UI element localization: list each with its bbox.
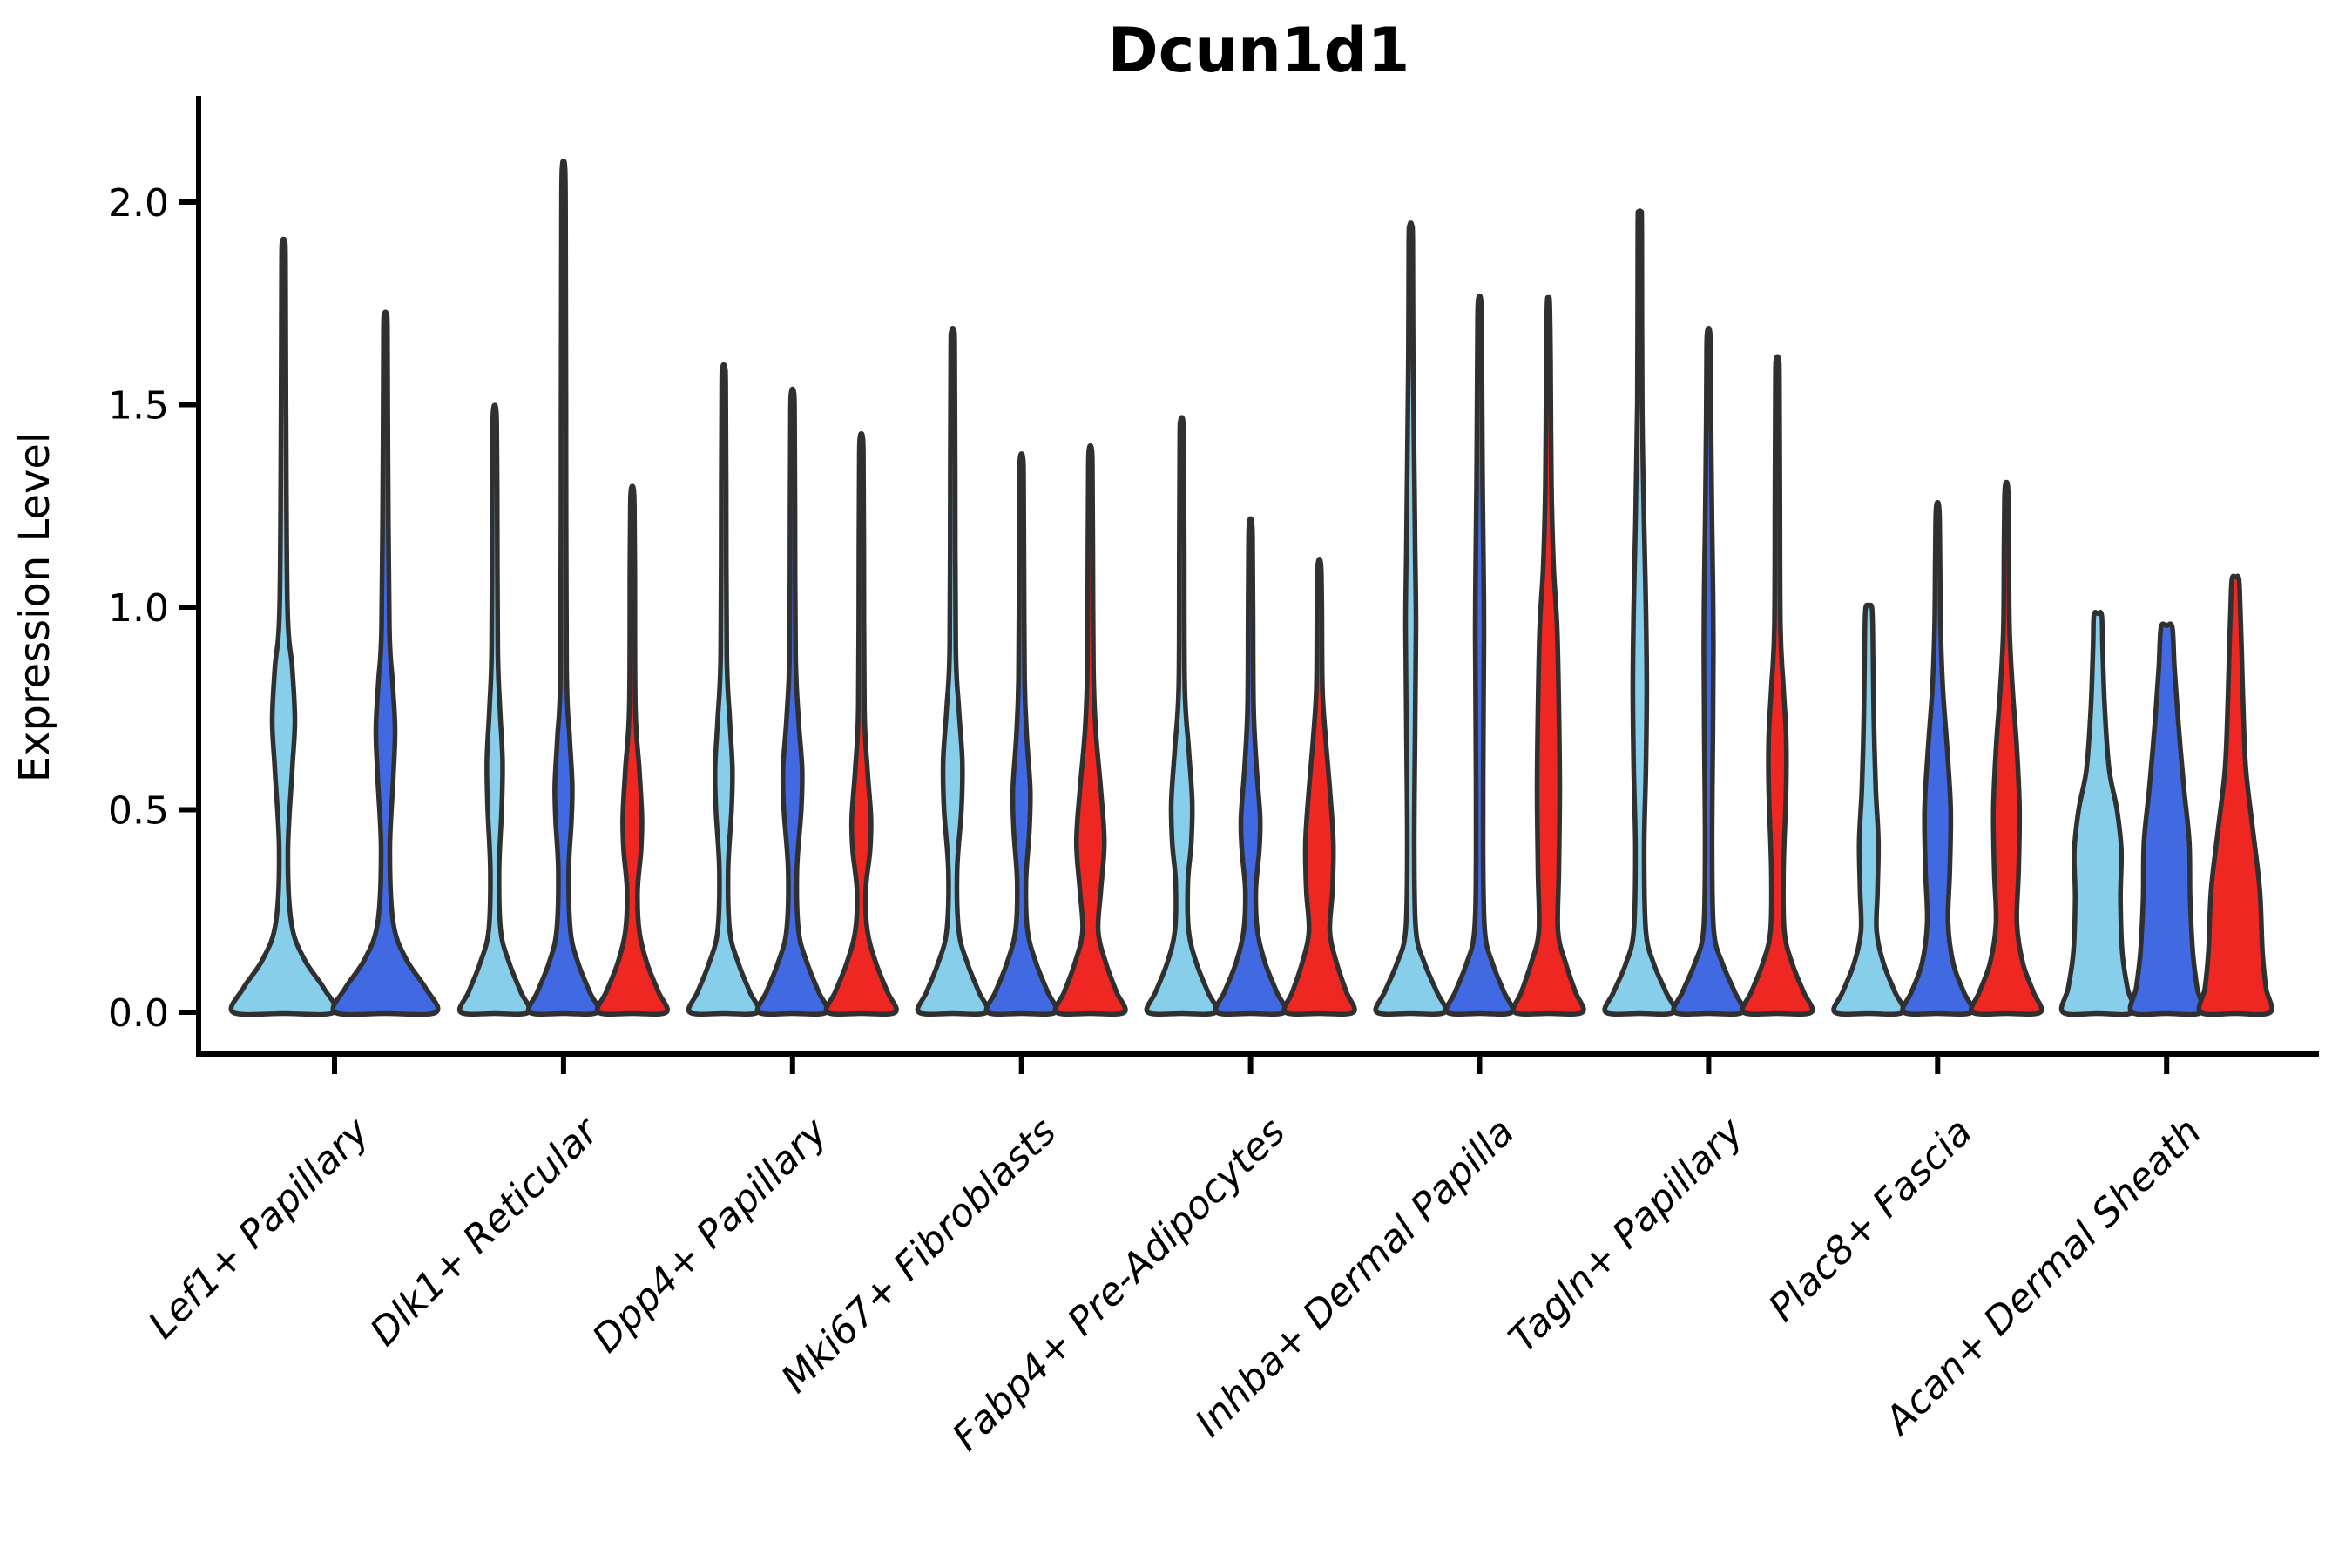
violin-mki67-light_blue — [915, 326, 990, 1017]
violins — [228, 159, 2274, 1017]
violin-dlk1-royal_blue — [525, 159, 601, 1017]
violin-acan-royal_blue — [2127, 621, 2206, 1017]
violin-fabp4-royal_blue — [1213, 516, 1288, 1017]
violin-acan-light_blue — [2058, 610, 2137, 1017]
violin-lef1-royal_blue — [330, 309, 441, 1017]
violin-lef1-light_blue — [228, 236, 339, 1017]
x-tick-label: Dlk1+ Reticular — [362, 1108, 608, 1355]
violin-acan-red — [2196, 573, 2274, 1017]
x-tick-label: Lef1+ Papillary — [140, 1109, 379, 1348]
x-tick-label: Dpp4+ Papillary — [585, 1109, 837, 1362]
violin-mki67-red — [1052, 443, 1128, 1017]
y-tick-label: 2.0 — [108, 181, 169, 226]
chart-title: Dcun1d1 — [1108, 15, 1410, 86]
violin-mki67-royal_blue — [983, 451, 1059, 1017]
y-tick-label: 0.5 — [108, 789, 169, 834]
violin-plac8-light_blue — [1831, 602, 1907, 1017]
y-axis-label: Expression Level — [10, 432, 59, 783]
violin-tagln-red — [1740, 354, 1815, 1017]
violin-dpp4-light_blue — [686, 362, 761, 1017]
violin-dpp4-royal_blue — [754, 386, 830, 1017]
y-tick-label: 0.0 — [108, 991, 169, 1036]
violin-plac8-royal_blue — [1900, 500, 1976, 1017]
violin-tagln-royal_blue — [1671, 326, 1747, 1017]
violin-fabp4-red — [1281, 557, 1357, 1017]
y-axis-ticks: 0.0 0.5 1.0 1.5 2.0 — [108, 181, 199, 1036]
x-tick-label: Plac8+ Fascia — [1761, 1110, 1981, 1330]
violin-tagln-light_blue — [1602, 208, 1678, 1017]
violin-inhba-red — [1511, 294, 1586, 1017]
violin-dlk1-red — [594, 483, 670, 1017]
violin-dlk1-light_blue — [456, 402, 532, 1017]
violin-dpp4-red — [823, 430, 899, 1017]
y-tick-label: 1.5 — [108, 384, 169, 429]
y-tick-label: 1.0 — [108, 586, 169, 631]
violin-fabp4-light_blue — [1144, 415, 1220, 1017]
violin-plac8-red — [1969, 479, 2044, 1017]
x-tick-label: Tagln+ Papillary — [1500, 1109, 1752, 1361]
violin-inhba-royal_blue — [1443, 293, 1516, 1017]
violin-inhba-light_blue — [1373, 220, 1449, 1017]
